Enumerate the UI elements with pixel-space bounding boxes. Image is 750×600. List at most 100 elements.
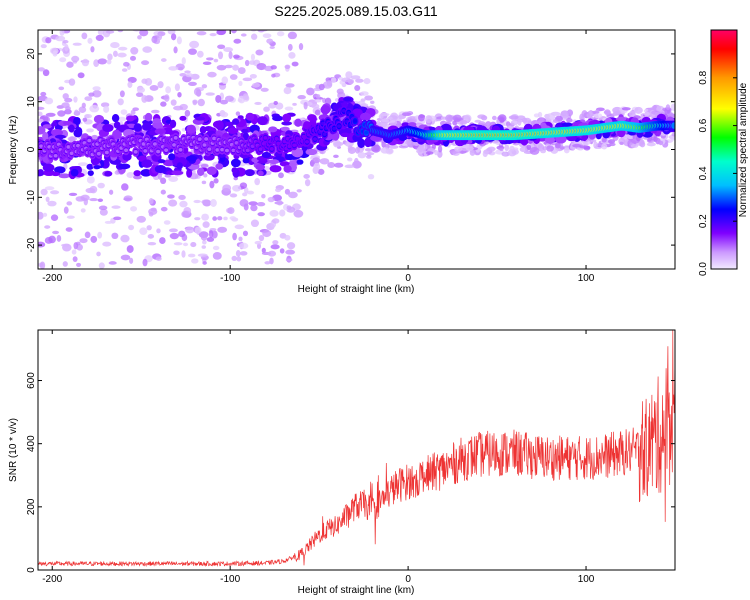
spectrogram-speckle [275,187,282,193]
spectrogram-speckle [160,177,167,185]
spectrogram-y-tick-label: -20 [26,237,37,252]
spectrogram-speckle [220,111,229,118]
spectrogram-ridge-core [156,149,161,154]
spectrogram-speckle [130,206,138,212]
spectrogram-speckle [223,47,234,53]
spectrogram-speckle [256,63,267,71]
spectrogram-speckle [177,91,182,98]
spectrogram-speckle [238,236,243,242]
spectrogram-speckle [296,189,302,193]
spectrogram-speckle [49,47,59,55]
spectrogram-speckle [96,251,101,257]
spectrogram-blob [141,122,152,131]
spectrogram-y-tick-label: 20 [26,48,37,60]
spectrogram-ridge-core [96,151,101,156]
spectrogram-speckle [355,146,360,154]
spectrogram-x-tick-label: -200 [42,273,62,284]
spectrogram-speckle [50,214,59,221]
spectrogram-speckle [267,196,275,203]
spectrogram-speckle [167,194,175,199]
spectrogram-speckle [322,81,333,89]
spectrogram-speckle [347,157,353,162]
spectrogram-speckle [646,142,656,147]
spectrogram-speckle [173,242,183,246]
spectrogram-speckle [201,180,207,185]
spectrogram-blob [196,167,205,176]
spectrogram-speckle [211,230,218,239]
spectrogram-speckle [240,33,247,37]
spectrogram-speckle [425,115,433,124]
spectrogram-speckle [42,69,50,77]
spectrogram-blob [305,148,318,156]
spectrogram-speckle [64,108,72,115]
spectrogram-blob [294,118,302,127]
spectrogram-speckle [178,194,186,200]
snr-x-axis-label: Height of straight line (km) [298,585,415,596]
spectrogram-blob [162,159,175,167]
spectrogram-speckle [157,32,163,41]
spectrogram-speckle [381,140,386,148]
snr-x-tick-label: 0 [405,574,411,585]
spectrogram-ridge-core [337,124,342,128]
spectrogram-speckle [52,230,60,235]
spectrogram-ridge-core [224,148,229,153]
spectrogram-blob [241,128,249,134]
spectrogram-blob [285,154,295,161]
spectrogram-speckle [347,78,355,85]
spectrogram-speckle [233,38,242,44]
spectrogram-speckle [539,117,545,123]
spectrogram-speckle [78,106,87,113]
spectrogram-speckle [207,71,217,78]
spectrogram-blob [140,169,152,177]
spectrogram-speckle [634,106,643,114]
spectrogram-speckle [238,80,243,86]
spectrogram-speckle [238,242,249,249]
spectrogram-speckle [224,95,234,102]
spectrogram-speckle [255,49,264,56]
spectrogram-speckle [98,262,105,269]
spectrogram-speckle [276,31,285,37]
spectrogram-speckle [181,250,186,258]
spectrogram-blob [245,112,255,121]
spectrogram-speckle [621,107,631,111]
spectrogram-speckle [135,92,144,98]
spectrogram-blob [42,131,49,141]
spectrogram-speckle [229,216,237,221]
spectrogram-blob [102,123,114,133]
spectrogram-speckle [117,30,124,33]
spectrogram-speckle [502,152,508,157]
spectrogram-speckle [197,253,208,257]
spectrogram-speckle [113,50,118,57]
spectrogram-speckle [232,232,237,241]
spectrogram-speckle [285,258,293,262]
snr-x-tick-label: -200 [42,574,62,585]
spectrogram-speckle [306,87,315,96]
spectrogram-blob [68,124,75,133]
spectrogram-speckle [254,101,262,106]
spectrogram-speckle [313,162,321,171]
colorbar-tick-label: 0.2 [698,214,709,228]
spectrogram-blob [615,116,627,122]
spectrogram-speckle [632,134,639,140]
spectrogram-speckle [71,55,80,63]
spectrogram-speckle [66,201,73,206]
spectrogram-speckle [264,261,271,265]
spectrogram-speckle [178,230,186,238]
spectrogram-x-tick-label: 100 [578,273,595,284]
spectrogram-blob [257,170,264,176]
spectrogram-blob [171,170,184,176]
spectrogram-ridge-core [204,137,209,141]
spectrogram-x-axis-label: Height of straight line (km) [298,284,415,295]
spectrogram-speckle [141,78,148,84]
spectrogram-blob [230,158,241,168]
spectrogram-speckle [119,90,125,98]
spectrogram-speckle [120,109,128,115]
snr-x-tick-label: -100 [220,574,240,585]
spectrogram-speckle [137,35,142,40]
spectrogram-speckle [260,87,269,92]
spectrogram-speckle [200,163,209,169]
spectrogram-blob [144,112,153,122]
spectrogram-speckle [98,205,108,211]
spectrogram-ridge-core [133,150,138,154]
spectrogram-speckle [139,30,149,37]
